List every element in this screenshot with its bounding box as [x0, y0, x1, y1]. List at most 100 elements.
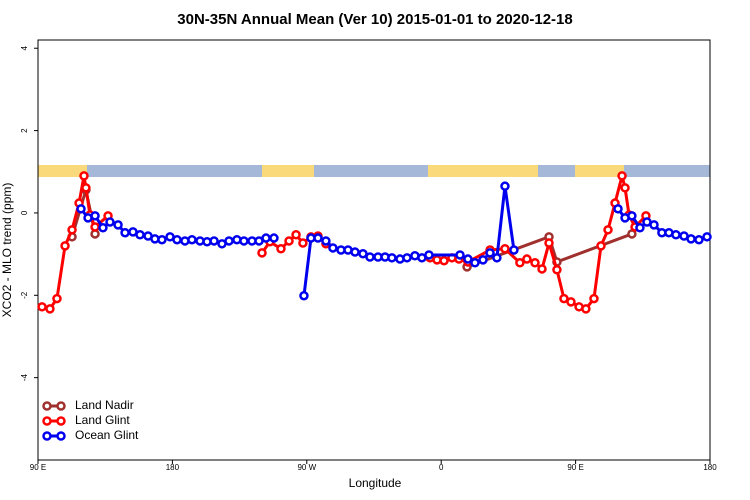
x-axis-label: Longitude [349, 476, 402, 490]
data-point [617, 171, 627, 181]
data-point [686, 234, 696, 244]
data-point [105, 217, 115, 227]
data-point [239, 236, 249, 246]
data-point [589, 293, 599, 304]
data-point [187, 234, 197, 245]
data-point [313, 233, 323, 243]
x-tick-label: 90 E [567, 463, 583, 472]
data-point [269, 233, 279, 243]
data-point [544, 238, 554, 248]
y-tick-label: -4 [20, 374, 29, 382]
data-point [620, 183, 630, 193]
y-tick-label: 0 [20, 210, 29, 215]
data-point [671, 230, 681, 240]
legend-marker [56, 431, 66, 441]
data-point [603, 225, 613, 235]
land-band [38, 165, 87, 177]
data-point [299, 290, 309, 301]
data-point [90, 211, 100, 221]
data-point [613, 204, 623, 214]
data-point [402, 253, 412, 263]
legend-marker [42, 401, 52, 411]
series [76, 181, 712, 301]
data-point [157, 234, 167, 245]
data-point [470, 258, 480, 268]
data-point [52, 293, 62, 304]
data-point [76, 204, 86, 214]
data-point [537, 264, 547, 274]
data-point [37, 302, 47, 312]
data-point [566, 297, 576, 307]
data-point [455, 250, 465, 260]
data-point [365, 252, 375, 262]
x-tick-label: 90 W [297, 463, 316, 472]
data-point [350, 247, 360, 257]
y-tick-label: 4 [20, 45, 29, 50]
data-point [209, 236, 219, 246]
data-point [328, 243, 338, 253]
data-point [284, 236, 294, 246]
data-point [45, 304, 55, 314]
data-point [649, 220, 659, 230]
data-point [635, 223, 645, 233]
data-point [98, 223, 108, 233]
data-point [113, 220, 123, 230]
data-point [298, 238, 308, 248]
y-tick-label: -2 [20, 291, 29, 299]
data-point [60, 241, 70, 251]
data-point [67, 225, 77, 235]
data-point [509, 245, 519, 255]
data-point [358, 248, 368, 259]
data-point [224, 236, 234, 246]
data-point [90, 222, 100, 232]
data-point [172, 234, 182, 245]
ocean-band [38, 165, 710, 177]
data-point [387, 253, 397, 263]
legend-marker [42, 431, 52, 441]
legend-label: Land Glint [75, 413, 130, 427]
data-point [500, 244, 510, 254]
data-point [478, 255, 488, 265]
data-point [291, 230, 301, 240]
data-point [120, 227, 130, 238]
data-point [135, 230, 145, 240]
legend-marker [56, 401, 66, 411]
data-point [261, 233, 271, 243]
data-point [463, 254, 473, 264]
data-point [596, 241, 606, 251]
land-band [262, 165, 314, 177]
data-point [559, 293, 569, 304]
y-tick-label: 2 [20, 128, 29, 133]
data-point [552, 265, 562, 275]
data-point [81, 183, 91, 193]
surface-band [38, 165, 710, 177]
legend-label: Land Nadir [75, 398, 134, 412]
land-band [428, 165, 538, 177]
x-tick-label: 0 [439, 463, 444, 472]
x-tick-label: 90 E [30, 463, 46, 472]
data-point [522, 254, 532, 264]
y-axis-label: XCO2 - MLO trend (ppm) [0, 183, 14, 318]
data-point [500, 181, 510, 191]
data-point [321, 236, 331, 246]
data-point [79, 171, 89, 181]
data-point [276, 244, 286, 254]
data-point [515, 258, 525, 268]
land-band [575, 165, 624, 177]
data-point [439, 255, 449, 266]
data-point [627, 211, 637, 221]
plot-frame [37, 39, 711, 461]
data-point [492, 253, 502, 263]
legend-marker [56, 416, 66, 426]
data-point [702, 232, 712, 242]
data-point [424, 250, 434, 260]
chart-title: 30N-35N Annual Mean (Ver 10) 2015-01-01 … [177, 11, 572, 28]
legend-label: Ocean Glint [75, 428, 139, 442]
x-tick-label: 180 [166, 463, 180, 472]
data-point [485, 248, 495, 258]
data-point [257, 248, 267, 258]
legend-marker [42, 416, 52, 426]
